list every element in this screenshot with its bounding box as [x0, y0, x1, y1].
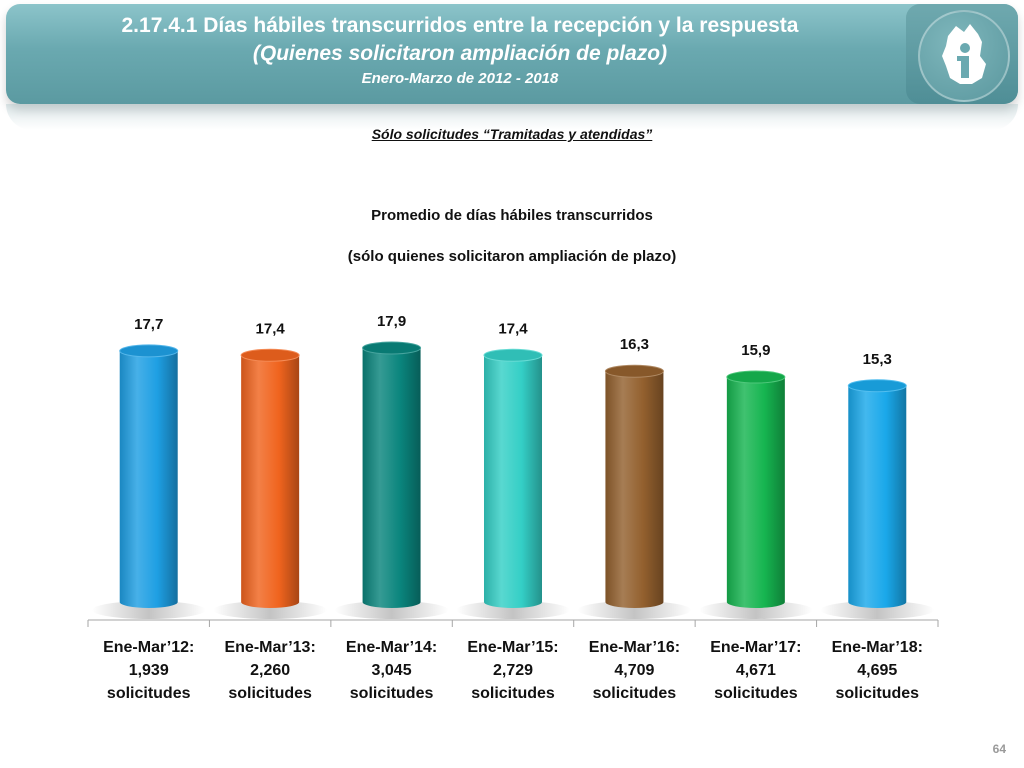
- data-label: 17,4: [498, 320, 528, 337]
- bar-top-cap: [604, 364, 664, 378]
- bar-body: [241, 355, 300, 608]
- x-tick-label: 2,260: [250, 662, 290, 679]
- subheading: Sólo solicitudes “Tramitadas y atendidas…: [371, 126, 653, 142]
- bar-floor-shadow: [699, 601, 813, 619]
- x-tick-label: Ene-Mar’15:: [467, 639, 558, 656]
- x-tick-label: Ene-Mar’18:: [832, 639, 923, 656]
- logo-circle: [918, 10, 1010, 102]
- header-shadow: [6, 104, 1018, 130]
- x-tick-label: solicitudes: [350, 685, 434, 702]
- bar-1: [119, 344, 179, 608]
- bar-top-cap: [483, 348, 543, 362]
- chart-subtitle: (sólo quienes solicitaron ampliación de …: [347, 248, 677, 265]
- bar-3: [362, 341, 422, 608]
- x-tick-label: solicitudes: [228, 685, 312, 702]
- bar-5: [604, 364, 664, 608]
- chart-title: Promedio de días hábiles transcurridos: [371, 207, 653, 224]
- bar-body: [484, 355, 542, 608]
- bar-4: [483, 348, 543, 608]
- x-tick-label: solicitudes: [107, 685, 191, 702]
- page-title: 2.17.4.1 Días hábiles transcurridos entr…: [121, 14, 799, 37]
- data-label: 16,3: [620, 336, 649, 353]
- x-tick-label: 4,709: [614, 662, 654, 679]
- header-banner: [6, 4, 1018, 104]
- page-subtitle: (Quienes solicitaron ampliación de plazo…: [252, 42, 668, 65]
- bar-top-cap: [847, 379, 907, 393]
- bar-floor-shadow: [456, 601, 570, 619]
- bar-top-cap: [362, 341, 422, 355]
- logo-box: [906, 4, 1018, 104]
- x-tick-label: 4,671: [736, 662, 776, 679]
- x-tick-label: 2,729: [493, 662, 533, 679]
- bar-7: [847, 379, 907, 608]
- x-tick-label: 1,939: [129, 662, 169, 679]
- x-tick-label: Ene-Mar’13:: [224, 639, 315, 656]
- bar-top-cap: [119, 344, 179, 358]
- x-tick-label: 4,695: [857, 662, 897, 679]
- bar-body: [848, 385, 907, 608]
- info-logo-icon: [942, 24, 986, 84]
- bar-floor-shadow: [577, 601, 692, 619]
- header-title-block: 2.17.4.1 Días hábiles transcurridos entr…: [30, 12, 890, 90]
- x-tick-label: Ene-Mar’17:: [710, 639, 801, 656]
- x-tick-label: solicitudes: [471, 685, 555, 702]
- page-number: 64: [992, 742, 1006, 756]
- bar-top-cap: [726, 370, 786, 384]
- bar-floor-shadow: [91, 601, 206, 619]
- bar-floor-shadow: [820, 601, 934, 619]
- bar-body: [362, 348, 421, 608]
- bar-floor-shadow: [334, 601, 449, 619]
- data-label: 17,7: [134, 316, 163, 333]
- data-label: 15,3: [863, 351, 892, 368]
- bar-top-cap: [240, 348, 300, 362]
- bar-body: [605, 371, 664, 608]
- page-period: Enero-Marzo de 2012 - 2018: [361, 70, 559, 87]
- data-label: 17,4: [256, 320, 286, 337]
- x-tick-label: solicitudes: [714, 685, 798, 702]
- x-tick-label: solicitudes: [835, 685, 919, 702]
- bar-2: [240, 348, 300, 608]
- bar-body: [726, 377, 785, 608]
- x-tick-label: Ene-Mar’16:: [589, 639, 680, 656]
- x-tick-label: solicitudes: [593, 685, 677, 702]
- bar-6: [726, 370, 786, 608]
- data-label: 17,9: [377, 313, 406, 330]
- bar-floor-shadow: [213, 601, 327, 619]
- x-tick-label: Ene-Mar’14:: [346, 639, 437, 656]
- x-tick-label: Ene-Mar’12:: [103, 639, 194, 656]
- x-tick-label: 3,045: [372, 662, 412, 679]
- data-label: 15,9: [741, 342, 770, 359]
- bar-body: [119, 350, 178, 608]
